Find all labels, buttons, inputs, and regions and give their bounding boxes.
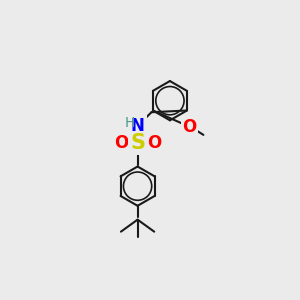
Text: N: N (130, 117, 145, 135)
Text: O: O (147, 134, 161, 152)
Text: S: S (130, 134, 145, 153)
Text: H: H (125, 116, 135, 130)
Text: O: O (114, 134, 128, 152)
Text: O: O (182, 118, 197, 136)
